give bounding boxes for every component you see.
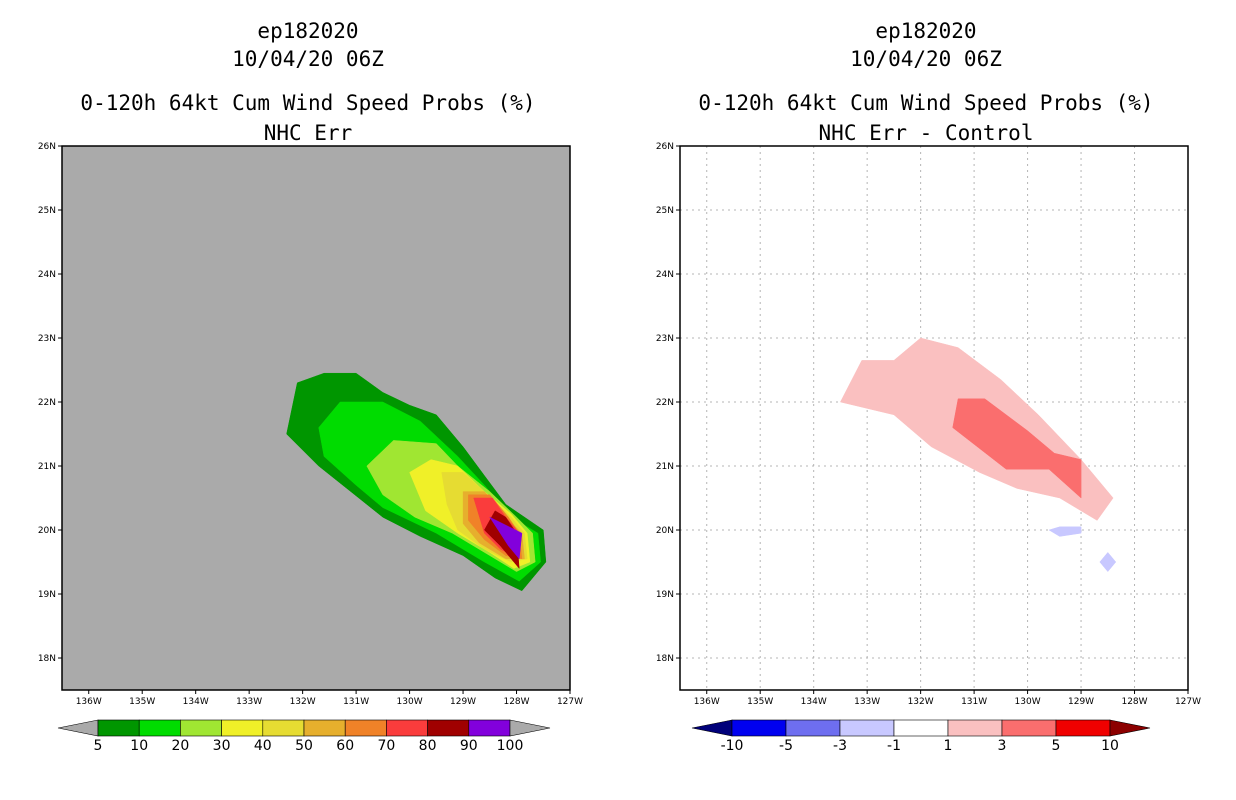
x-tick-label: 127W (557, 697, 583, 707)
colorbar-label: 3 (998, 738, 1007, 754)
colorbar-swatch (221, 719, 264, 737)
y-tick-label: 23N (38, 334, 56, 344)
x-tick-label: 131W (961, 697, 987, 707)
x-tick-label: 135W (747, 697, 773, 707)
panel-difference: ep182020 10/04/20 06Z 0-120h 64kt Cum Wind… (656, 19, 1201, 754)
colorbar-label: 70 (377, 738, 395, 754)
x-tick-label: 134W (183, 697, 209, 707)
contour-level-3 (952, 398, 1082, 499)
x-tick-label: 133W (854, 697, 880, 707)
colorbar-label: 10 (1101, 738, 1119, 754)
panel-probability: ep182020 10/04/20 06Z 0-120h 64kt Cum Wind… (38, 19, 583, 754)
colorbar-over-arrow (1109, 719, 1151, 737)
y-tick-label: 18N (38, 654, 56, 664)
colorbar-label: 30 (213, 738, 231, 754)
y-tick-label: 22N (38, 398, 56, 408)
y-tick-label: 22N (656, 398, 674, 408)
colorbar-label: 90 (460, 738, 478, 754)
colorbar-label: 80 (419, 738, 437, 754)
colorbar-label: 50 (295, 738, 313, 754)
colorbar-label: -10 (721, 738, 744, 754)
colorbar-label: 20 (171, 738, 189, 754)
colorbar-swatch (1001, 719, 1057, 737)
y-tick-label: 19N (656, 590, 674, 600)
chart-title-line: NHC Err - Control (819, 121, 1034, 145)
x-tick-label: 135W (129, 697, 155, 707)
plot-frame (679, 145, 1189, 691)
chart-title-line: 10/04/20 06Z (232, 47, 384, 71)
x-tick-label: 136W (694, 697, 720, 707)
colorbar-swatch (427, 719, 470, 737)
x-tick-label: 134W (801, 697, 827, 707)
colorbar-label: 100 (497, 738, 524, 754)
chart-title-line: 10/04/20 06Z (850, 47, 1002, 71)
y-tick-label: 20N (656, 526, 674, 536)
colorbar-under-arrow (57, 719, 99, 737)
colorbar-label: -3 (833, 738, 847, 754)
x-tick-label: 130W (397, 697, 423, 707)
colorbar-label: 60 (336, 738, 354, 754)
y-tick-label: 26N (656, 142, 674, 152)
x-tick-label: 133W (236, 697, 262, 707)
x-tick-label: 128W (503, 697, 529, 707)
x-tick-label: 129W (1068, 697, 1094, 707)
chart-title-line: ep182020 (257, 19, 358, 43)
colorbar-label: 10 (130, 738, 148, 754)
colorbar-swatch (785, 719, 841, 737)
contour-level-90 (489, 516, 523, 560)
colorbar-swatch (468, 719, 511, 737)
colorbar-swatch (893, 719, 949, 737)
colorbar-swatch (386, 719, 428, 737)
contour-level--3 (1048, 526, 1082, 537)
x-tick-label: 129W (450, 697, 476, 707)
colorbar-label: 1 (944, 738, 953, 754)
y-tick-label: 25N (656, 206, 674, 216)
x-tick-label: 132W (908, 697, 934, 707)
colorbar-swatch (839, 719, 895, 737)
colorbar-swatch (947, 719, 1003, 737)
chart-title-line: 0-120h 64kt Cum Wind Speed Probs (%) (698, 91, 1153, 115)
colorbar-swatch (138, 719, 181, 737)
x-tick-label: 132W (290, 697, 316, 707)
y-tick-label: 21N (38, 462, 56, 472)
x-tick-label: 136W (76, 697, 102, 707)
y-tick-label: 24N (38, 270, 56, 280)
chart-title-line: ep182020 (875, 19, 976, 43)
colorbar-swatch (731, 719, 787, 737)
x-tick-label: 131W (343, 697, 369, 707)
colorbar-swatch (344, 719, 387, 737)
colorbar-label: 5 (94, 738, 103, 754)
colorbar-swatch (97, 719, 140, 737)
x-tick-label: 130W (1015, 697, 1041, 707)
colorbar-label: 5 (1052, 738, 1061, 754)
colorbar-label: -5 (779, 738, 793, 754)
y-tick-label: 21N (656, 462, 674, 472)
colorbar-swatch (1055, 719, 1111, 737)
x-tick-label: 127W (1175, 697, 1201, 707)
y-tick-label: 18N (656, 654, 674, 664)
y-tick-label: 19N (38, 590, 56, 600)
y-tick-label: 24N (656, 270, 674, 280)
y-tick-label: 23N (656, 334, 674, 344)
colorbar-over-arrow (509, 719, 551, 737)
plot-frame (61, 145, 571, 691)
colorbar-under-arrow (691, 719, 733, 737)
chart-title-line: 0-120h 64kt Cum Wind Speed Probs (%) (80, 91, 535, 115)
chart-title-line: NHC Err (264, 121, 353, 145)
colorbar-swatch (303, 719, 346, 737)
colorbar-swatch (180, 719, 222, 737)
colorbar-label: 40 (254, 738, 272, 754)
y-tick-label: 20N (38, 526, 56, 536)
contour-level--3 (1099, 552, 1117, 572)
colorbar-swatch (262, 719, 305, 737)
x-tick-label: 128W (1121, 697, 1147, 707)
y-tick-label: 26N (38, 142, 56, 152)
colorbar-label: -1 (887, 738, 901, 754)
y-tick-label: 25N (38, 206, 56, 216)
